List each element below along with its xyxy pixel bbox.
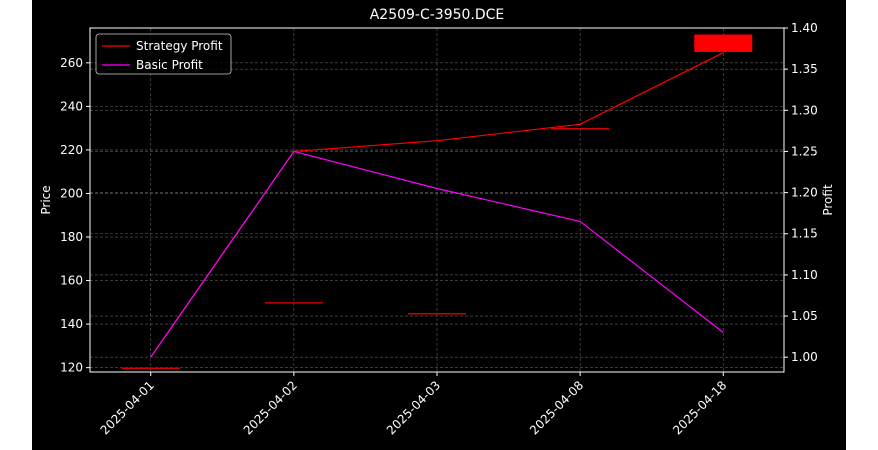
candles: [121, 34, 753, 369]
candle-2025-04-01: [121, 367, 180, 369]
profit-lines: [150, 52, 724, 358]
legend-label-1: Basic Profit: [136, 58, 203, 72]
left-tick-label-5: 220: [60, 143, 83, 157]
right-tick-label-4: 1.20: [791, 186, 818, 200]
left-y-axis-label: Price: [39, 185, 53, 214]
right-y-axis-label: Profit: [821, 184, 835, 216]
x-tick-label-0: 2025-04-01: [98, 378, 157, 437]
x-tick-label-1: 2025-04-02: [241, 378, 300, 437]
candle-2025-04-02: [264, 302, 323, 304]
right-tick-label-0: 1.00: [791, 350, 818, 364]
right-tick-label-8: 1.40: [791, 21, 818, 35]
left-tick-label-2: 160: [60, 274, 83, 288]
right-tick-label-7: 1.35: [791, 62, 818, 76]
left-y-axis: 120 140 160 180 200 220 240 260: [60, 56, 90, 375]
chart-title: A2509-C-3950.DCE: [370, 7, 505, 23]
legend-label-0: Strategy Profit: [136, 39, 223, 53]
chart-canvas: 120 140 160 180 200 220 240 260 1.00 1.05 1.10 1.1…: [39, 7, 835, 437]
candle-2025-04-08: [551, 128, 610, 130]
candle-2025-04-18: [694, 34, 753, 52]
left-tick-label-0: 120: [60, 361, 83, 375]
x-axis: 2025-04-01 2025-04-02 2025-04-03 2025-04-08…: [98, 372, 729, 437]
right-y-axis: 1.00 1.05 1.10 1.15 1.20 1.25 1.30 1.35 1.40: [784, 21, 818, 364]
chart-figure: 120 140 160 180 200 220 240 260 1.00 1.05 1.10 1.1…: [32, 0, 846, 450]
right-tick-label-3: 1.15: [791, 227, 818, 241]
left-tick-label-4: 200: [60, 186, 83, 200]
left-tick-label-1: 140: [60, 317, 83, 331]
right-tick-label-1: 1.05: [791, 309, 818, 323]
right-tick-label-6: 1.30: [791, 103, 818, 117]
left-tick-label-3: 180: [60, 230, 83, 244]
grid-lines: [90, 27, 784, 372]
x-tick-label-3: 2025-04-08: [527, 378, 586, 437]
x-tick-label-4: 2025-04-18: [670, 378, 729, 437]
left-tick-label-6: 240: [60, 99, 83, 113]
left-tick-label-7: 260: [60, 56, 83, 70]
candle-2025-04-03: [408, 313, 466, 315]
legend: Strategy Profit Basic Profit: [95, 33, 232, 75]
right-tick-label-2: 1.10: [791, 268, 818, 282]
right-tick-label-5: 1.25: [791, 144, 818, 158]
legend-box: [95, 33, 232, 75]
series-line-1: [150, 150, 724, 358]
x-tick-label-2: 2025-04-03: [384, 378, 443, 437]
